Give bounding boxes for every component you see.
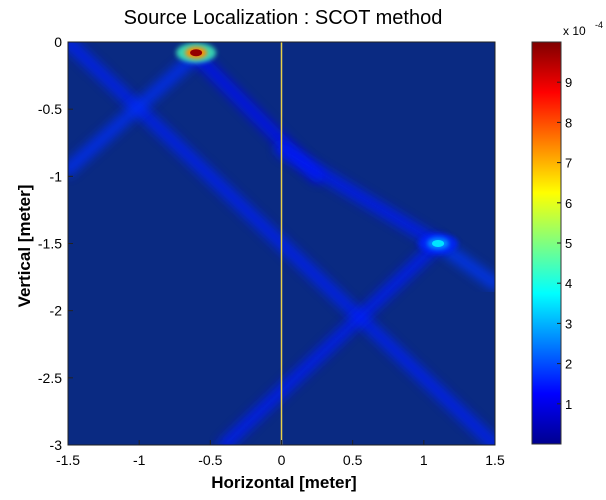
colorbar-exponent-power: -4	[595, 20, 603, 30]
colorbar-tick-label: 9	[565, 75, 572, 90]
chart-title: Source Localization : SCOT method	[124, 7, 443, 29]
y-tick-label: -2	[50, 303, 63, 319]
x-tick-label: -0.5	[198, 452, 222, 468]
colorbar-tick-label: 2	[565, 357, 572, 372]
x-tick-label: 0	[278, 452, 286, 468]
x-tick-label: 1	[420, 452, 428, 468]
y-tick-label: -1.5	[38, 236, 62, 252]
colorbar	[531, 41, 562, 445]
colorbar-tick-label: 7	[565, 156, 572, 171]
colorbar-exponent-label: x 10	[563, 24, 586, 38]
ridge-3	[275, 142, 445, 250]
y-axis-label: Vertical [meter]	[15, 185, 34, 308]
y-tick-label: -0.5	[38, 101, 62, 117]
x-tick-label: -1	[133, 452, 146, 468]
axis-ticks: -1.5 -1 -0.5 0 0.5 1 1.5 0 -0.5 -1 -1.5 -2 -2.5 -3	[38, 34, 505, 468]
y-tick-label: 0	[54, 34, 62, 50]
colorbar-tick-label: 8	[565, 115, 572, 130]
peak-1	[418, 233, 459, 254]
colorbar-tick-label: 3	[565, 316, 572, 331]
heatmap-layer	[68, 42, 495, 445]
y-tick-label: -1	[50, 168, 63, 184]
x-axis-label: Horizontal [meter]	[211, 473, 356, 492]
colorbar-tick-label: 1	[565, 397, 572, 412]
ridge-1	[68, 48, 203, 177]
colorbar-tick-label: 6	[565, 196, 572, 211]
colorbar-tick-label: 4	[565, 276, 572, 291]
x-tick-label: -1.5	[56, 452, 80, 468]
y-tick-label: -3	[50, 437, 63, 453]
colorbar-ticks: 1 2 3 4 5 6 7 8 9	[557, 75, 572, 412]
peak-0	[176, 42, 217, 63]
colorbar-tick-label: 5	[565, 236, 572, 251]
x-tick-label: 1.5	[485, 452, 505, 468]
ridge-5	[218, 237, 445, 445]
y-tick-label: -2.5	[38, 370, 62, 386]
x-tick-label: 0.5	[343, 452, 363, 468]
